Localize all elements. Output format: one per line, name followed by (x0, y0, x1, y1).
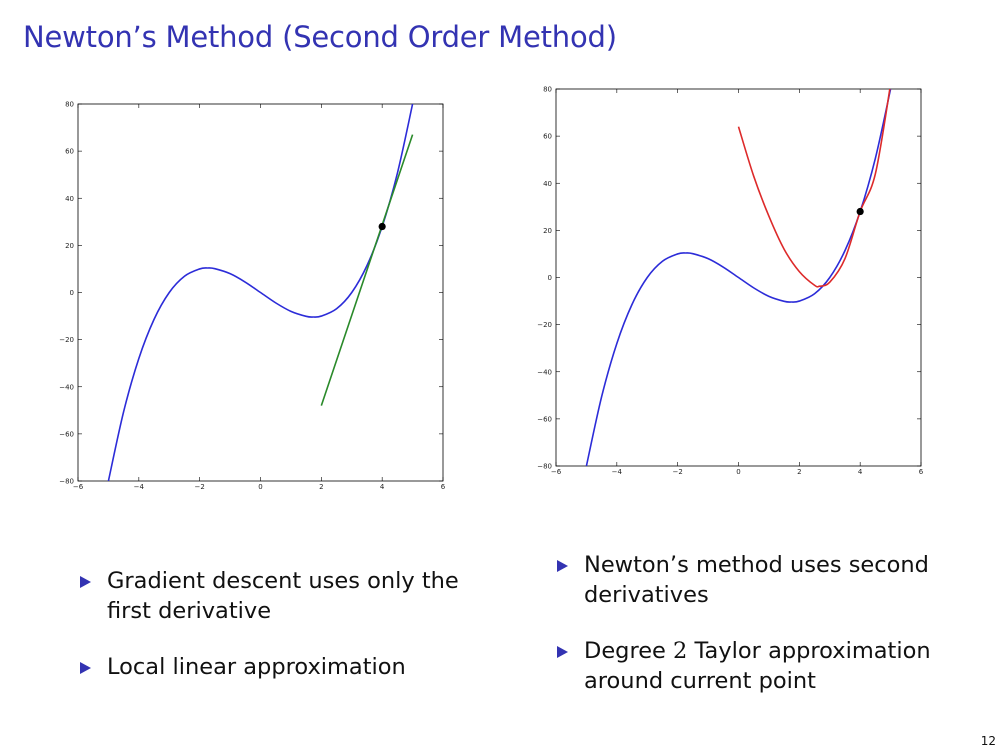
bullet-text: Degree 2 Taylor approximation around cur… (584, 636, 977, 696)
bullet-triangle-icon (80, 662, 91, 674)
x-tick-label: −2 (195, 483, 205, 491)
y-tick-label: −60 (59, 430, 74, 438)
y-tick-label: 60 (65, 148, 74, 156)
series-line-1 (320, 134, 414, 406)
slide-title: Newton’s Method (Second Order Method) (23, 20, 617, 54)
bullet-triangle-icon (80, 576, 91, 588)
y-tick-label: 0 (548, 274, 552, 282)
series-line-0 (107, 104, 414, 481)
x-tick-label: 2 (797, 468, 801, 476)
x-tick-label: −6 (73, 483, 84, 491)
series-group (585, 89, 892, 466)
x-tick-label: 0 (258, 483, 262, 491)
y-tick-label: −20 (59, 336, 74, 344)
y-tick-label: −60 (537, 415, 552, 423)
bullet-item: Newton’s method uses second derivatives (557, 550, 977, 610)
math-degree: 2 (673, 638, 688, 664)
y-tick-label: 80 (543, 86, 552, 94)
bullet-triangle-icon (557, 646, 568, 658)
y-tick-label: 0 (70, 289, 74, 297)
x-tick-label: 4 (858, 468, 863, 476)
x-tick-label: 6 (441, 483, 446, 491)
x-tick-label: 2 (319, 483, 323, 491)
series-group (107, 104, 414, 481)
bullet-text: Newton’s method uses second derivatives (584, 552, 929, 608)
bullet-item: Local linear approximation (80, 652, 500, 682)
x-tick-label: 4 (380, 483, 385, 491)
x-tick-label: 0 (736, 468, 740, 476)
y-tick-label: 80 (65, 101, 74, 109)
bullet-text-part: Taylor approximation around current poin… (584, 638, 931, 694)
series-line-0 (585, 89, 892, 466)
x-tick-label: −4 (612, 468, 623, 476)
current-point-marker (856, 207, 864, 216)
y-tick-label: 60 (543, 133, 552, 141)
y-tick-label: −80 (59, 478, 74, 486)
bullet-item: Degree 2 Taylor approximation around cur… (557, 636, 977, 696)
page-number: 12 (980, 734, 996, 748)
x-tick-label: −4 (134, 483, 145, 491)
y-tick-label: −40 (537, 368, 552, 376)
bullet-item: Gradient descent uses only the first der… (80, 566, 500, 626)
x-tick-label: −6 (551, 468, 562, 476)
bullet-text-part: Degree (584, 638, 674, 664)
bullet-text: Local linear approximation (107, 654, 406, 680)
bullet-text: Gradient descent uses only the first der… (107, 568, 459, 624)
x-tick-label: 6 (919, 468, 924, 476)
series-line-1 (737, 89, 891, 288)
right-bullet-list: Newton’s method uses second derivatives … (557, 550, 977, 696)
y-tick-label: 40 (543, 180, 552, 188)
y-tick-label: 40 (65, 195, 74, 203)
y-tick-label: −40 (59, 383, 74, 391)
current-point-marker (378, 222, 386, 231)
bullet-triangle-icon (557, 560, 568, 572)
y-tick-label: 20 (543, 227, 552, 235)
left-bullet-list: Gradient descent uses only the first der… (80, 566, 500, 682)
y-tick-label: 20 (65, 242, 74, 250)
y-tick-label: −80 (537, 463, 552, 471)
y-tick-label: −20 (537, 321, 552, 329)
x-tick-label: −2 (673, 468, 683, 476)
